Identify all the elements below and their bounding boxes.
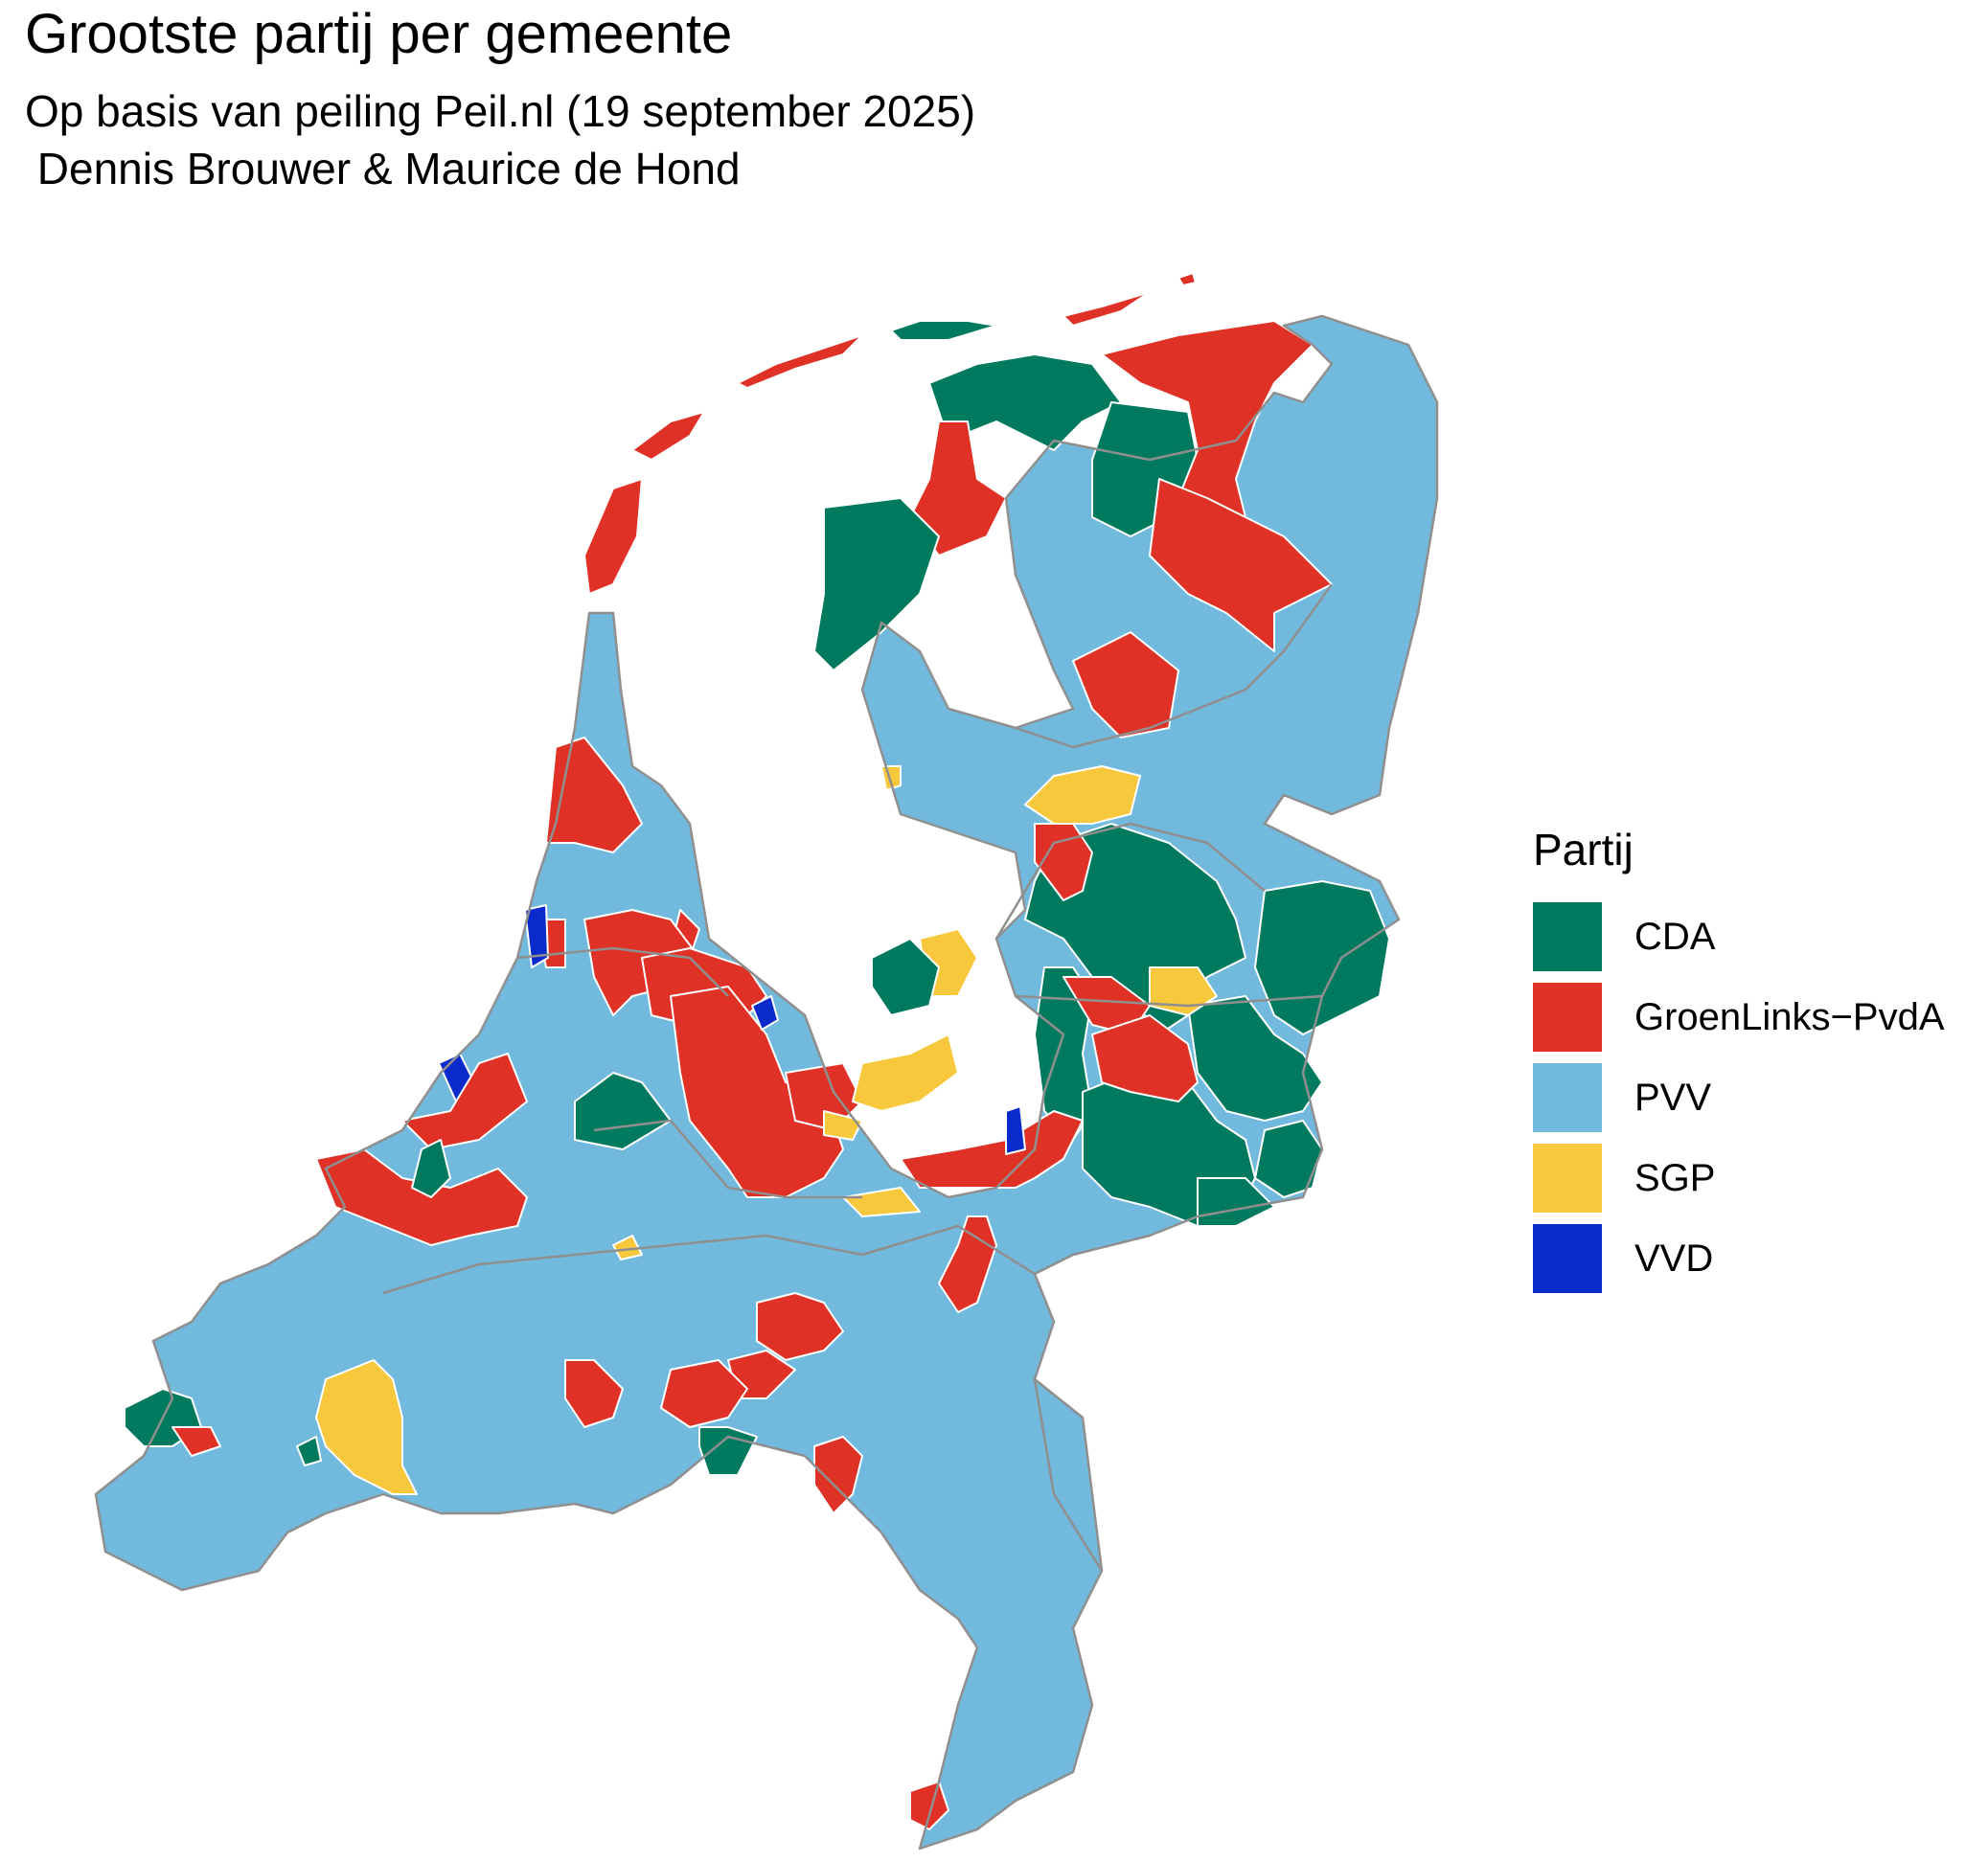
texel <box>583 478 643 595</box>
legend-item-pvv: PVV <box>1533 1057 1945 1138</box>
legend-label: SGP <box>1634 1156 1716 1199</box>
legend-swatch-groenlinks-pvda <box>1533 983 1602 1052</box>
legend-item-cda: CDA <box>1533 897 1945 977</box>
map-legend: Partij CDA GroenLinks−PvdA PVV SGP VVD <box>1533 824 1945 1299</box>
map-title: Grootste partij per gemeente <box>25 3 733 65</box>
legend-label: CDA <box>1634 915 1716 958</box>
legend-swatch-cda <box>1533 902 1602 971</box>
rottumeroog <box>1177 272 1197 286</box>
legend-swatch-vvd <box>1533 1224 1602 1293</box>
legend-label: PVV <box>1634 1076 1712 1119</box>
schiermonnikoog <box>1063 291 1151 327</box>
map-subtitle: Op basis van peiling Peil.nl (19 septemb… <box>25 86 976 193</box>
legend-swatch-pvv <box>1533 1063 1602 1132</box>
terschelling <box>737 334 863 389</box>
vlieland <box>631 411 705 461</box>
legend-swatch-sgp <box>1533 1144 1602 1213</box>
legend-label: VVD <box>1634 1237 1714 1280</box>
ameland <box>890 320 997 341</box>
legend-title: Partij <box>1533 825 1634 874</box>
legend-item-vvd: VVD <box>1533 1218 1945 1299</box>
legend-label: GroenLinks−PvdA <box>1634 995 1945 1038</box>
legend-item-sgp: SGP <box>1533 1138 1945 1218</box>
legend-item-groenlinks-pvda: GroenLinks−PvdA <box>1533 977 1945 1057</box>
